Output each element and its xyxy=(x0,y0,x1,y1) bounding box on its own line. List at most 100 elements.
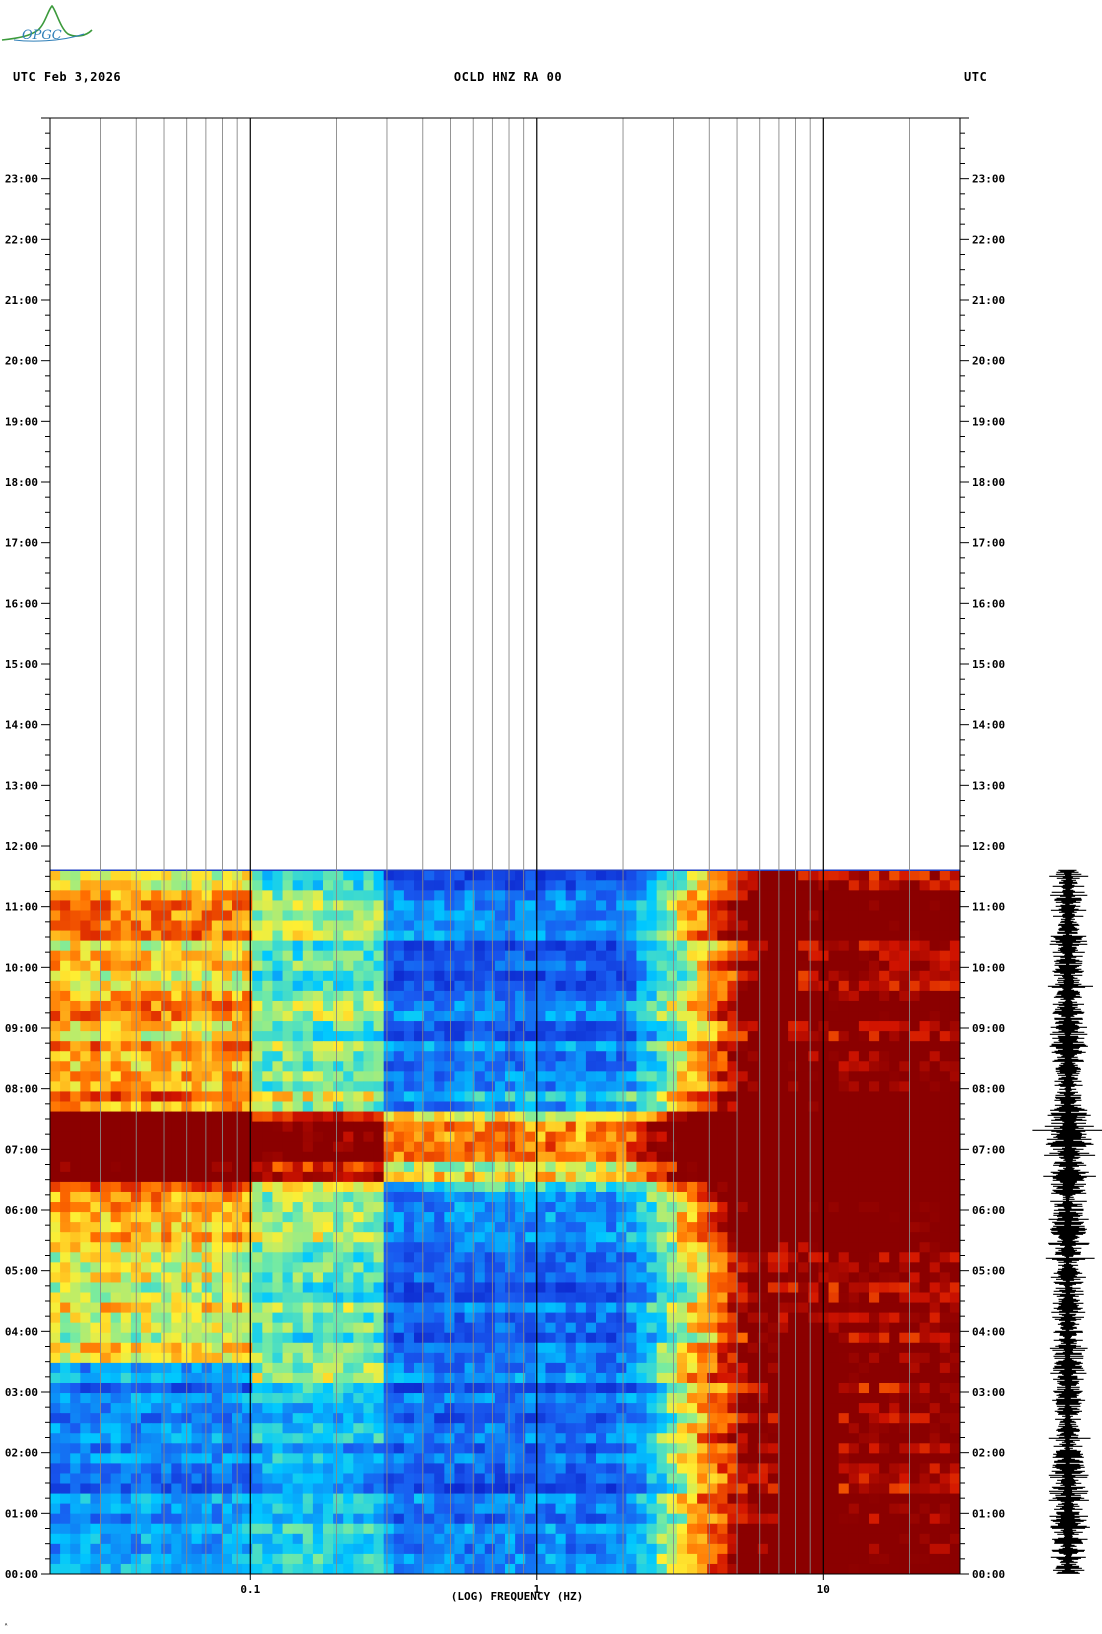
heat-cell xyxy=(221,1242,233,1253)
heat-cell xyxy=(848,1031,860,1042)
heat-cell xyxy=(434,1222,445,1233)
heat-cell xyxy=(767,1342,779,1354)
heat-cell xyxy=(60,910,71,922)
heat-cell xyxy=(535,1413,547,1424)
heat-cell xyxy=(110,880,122,891)
heat-cell xyxy=(161,1332,172,1344)
heat-cell xyxy=(312,890,324,902)
heat-cell xyxy=(505,1393,516,1404)
heat-cell xyxy=(292,980,304,992)
heat-cell xyxy=(848,1011,860,1022)
heat-cell xyxy=(383,1121,395,1133)
heat-cell xyxy=(808,1242,820,1253)
heat-cell xyxy=(201,880,213,891)
heat-cell xyxy=(60,1282,71,1294)
heat-cell xyxy=(252,950,263,962)
heat-cell xyxy=(494,1031,506,1042)
heat-cell xyxy=(909,1011,921,1022)
heat-cell xyxy=(60,1021,71,1032)
heat-cell xyxy=(161,1101,172,1113)
heat-cell xyxy=(767,1091,779,1103)
heat-cell xyxy=(646,910,658,922)
heat-cell xyxy=(707,1282,718,1294)
heat-cell xyxy=(505,1332,516,1344)
heat-cell xyxy=(899,1031,911,1042)
heat-cell xyxy=(747,1252,759,1263)
heat-cell xyxy=(646,1011,658,1022)
heat-cell xyxy=(707,920,718,932)
heat-cell xyxy=(626,930,638,942)
heat-cell xyxy=(626,1091,638,1103)
heat-cell xyxy=(424,950,435,962)
heat-cell xyxy=(403,1362,415,1374)
heat-cell xyxy=(454,1252,466,1263)
heat-cell xyxy=(575,1171,587,1183)
heat-cell xyxy=(606,960,617,972)
heat-cell xyxy=(161,1372,172,1384)
heat-cell xyxy=(100,980,112,992)
heat-cell xyxy=(464,1011,476,1022)
heat-cell xyxy=(626,1252,638,1263)
heat-cell xyxy=(727,930,739,942)
heat-cell xyxy=(201,1332,213,1344)
heat-cell xyxy=(323,1282,334,1294)
heat-cell xyxy=(353,1423,365,1434)
heat-cell xyxy=(929,1292,941,1304)
heat-cell xyxy=(242,1262,253,1273)
heat-cell xyxy=(515,1262,526,1273)
heat-cell xyxy=(434,1403,445,1414)
heat-cell xyxy=(383,940,395,952)
heat-cell xyxy=(323,1382,334,1394)
heat-cell xyxy=(333,1242,344,1253)
heat-cell xyxy=(757,1382,769,1394)
heat-cell xyxy=(454,1131,466,1143)
heat-cell xyxy=(889,1031,900,1042)
heat-cell xyxy=(767,1011,779,1022)
heat-cell xyxy=(676,1021,688,1032)
heat-cell xyxy=(626,980,638,992)
heat-cell xyxy=(60,1131,71,1143)
heat-cell xyxy=(717,1151,729,1163)
heat-cell xyxy=(474,1021,486,1032)
heat-cell xyxy=(454,1262,466,1273)
heat-cell xyxy=(919,1181,931,1193)
heat-cell xyxy=(727,970,739,982)
heat-cell xyxy=(626,1061,638,1072)
heat-cell xyxy=(909,1091,921,1103)
heat-cell xyxy=(373,920,385,932)
heat-cell xyxy=(494,1181,506,1193)
heat-cell xyxy=(515,990,526,1002)
heat-cell xyxy=(565,1171,577,1183)
heat-cell xyxy=(424,1282,435,1294)
heat-cell xyxy=(141,1031,152,1042)
heat-cell xyxy=(444,1051,456,1062)
heat-cell xyxy=(434,1051,445,1062)
heat-cell xyxy=(656,1302,668,1314)
heat-cell xyxy=(798,1372,809,1384)
heat-cell xyxy=(757,1000,769,1012)
heat-cell xyxy=(565,980,577,992)
heat-cell xyxy=(636,1031,648,1042)
heat-cell xyxy=(282,1413,294,1424)
heat-cell xyxy=(535,1212,547,1223)
heat-cell xyxy=(515,1121,526,1133)
heat-cell xyxy=(889,1272,900,1284)
heat-cell xyxy=(666,890,678,902)
heat-cell xyxy=(616,1061,627,1072)
heat-cell xyxy=(717,1322,729,1334)
heat-cell xyxy=(919,1342,931,1354)
heat-cell xyxy=(697,970,708,982)
heat-cell xyxy=(171,1000,183,1012)
heat-cell xyxy=(90,960,102,972)
heat-cell xyxy=(747,1352,759,1364)
heat-cell xyxy=(363,1312,375,1324)
heat-cell xyxy=(292,1403,304,1414)
heat-cell xyxy=(70,1061,81,1072)
heat-cell xyxy=(80,1181,92,1193)
heat-cell xyxy=(656,1061,668,1072)
heat-cell xyxy=(444,1171,456,1183)
heat-cell xyxy=(221,1021,233,1032)
heat-cell xyxy=(575,1212,587,1223)
heat-cell xyxy=(899,870,911,881)
heat-cell xyxy=(717,1011,729,1022)
